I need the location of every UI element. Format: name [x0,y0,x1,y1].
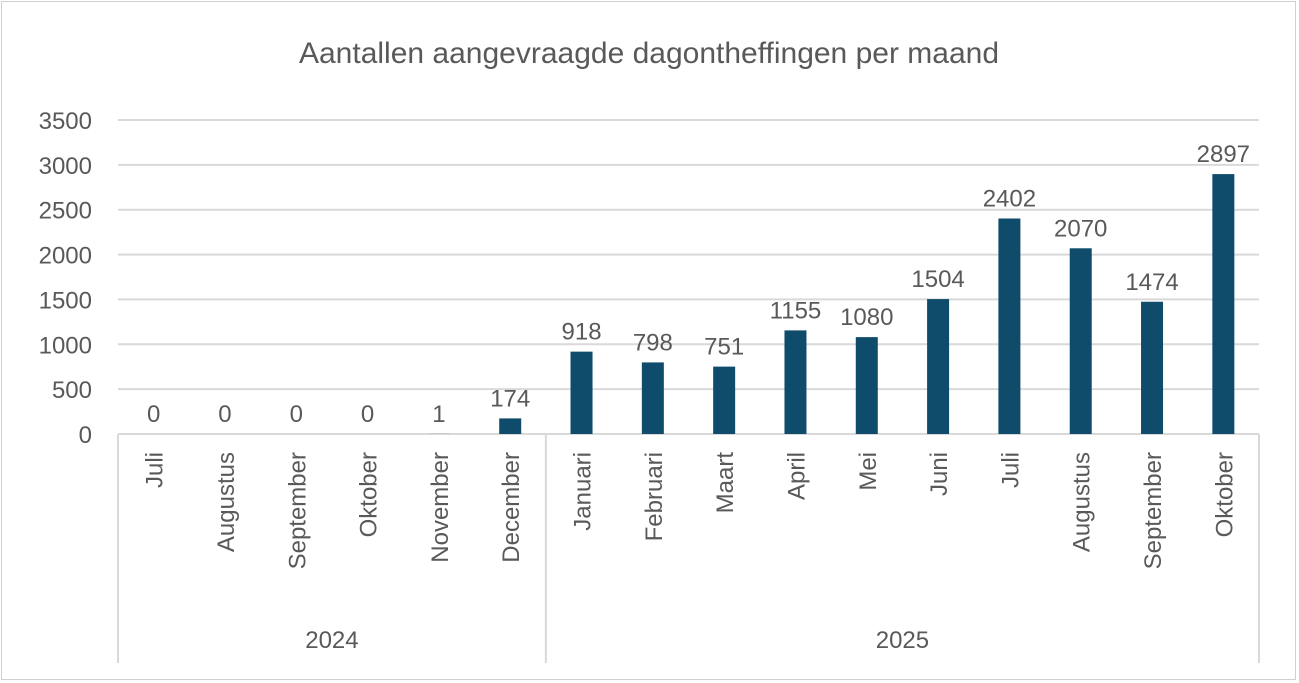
data-label: 1504 [911,266,964,293]
bar [570,351,593,434]
x-tick-label: Februari [641,452,668,541]
y-tick-label: 500 [52,377,92,404]
y-tick-label: 3000 [39,153,92,180]
data-label: 1155 [770,297,822,324]
x-tick-label: Januari [570,452,597,531]
data-label: 751 [704,334,744,361]
data-label: 0 [218,401,231,428]
x-tick-label: Oktober [1211,452,1238,537]
group-label: 2024 [305,627,358,654]
x-tick-label: November [427,452,454,563]
data-label: 0 [147,401,160,428]
x-tick-label: Oktober [356,452,383,537]
bar [713,366,736,434]
bar [1212,174,1235,434]
data-label: 1 [432,401,445,428]
y-tick-label: 2500 [39,198,92,225]
y-tick-label: 1500 [39,287,92,314]
bar [784,330,807,434]
data-label: 174 [490,385,530,412]
x-tick-label: Augustus [213,452,240,552]
bar [641,362,664,434]
x-tick-label: Juli [997,452,1024,488]
y-tick-label: 0 [79,422,92,449]
x-tick-label: April [783,452,810,500]
x-tick-label: September [284,452,311,569]
bar [927,299,950,434]
bar [1141,301,1164,434]
data-label: 1080 [840,304,893,331]
data-label: 2070 [1054,215,1107,242]
x-tick-label: Augustus [1069,452,1096,552]
bar [1069,248,1092,434]
data-label: 0 [290,401,303,428]
y-tick-label: 3500 [39,108,92,135]
data-label: 0 [361,401,374,428]
chart-title: Aantallen aangevraagde dagontheffingen p… [299,37,999,70]
data-label: 798 [633,329,673,356]
data-label: 2897 [1197,141,1250,168]
x-tick-label: September [1140,452,1167,569]
y-tick-label: 2000 [39,243,92,270]
x-tick-label: Juni [926,452,953,496]
x-tick-label: Maart [712,452,739,514]
x-tick-label: Juli [142,452,169,488]
data-label: 2402 [983,186,1036,213]
data-label: 1474 [1125,269,1178,296]
x-tick-label: Mei [855,452,882,491]
data-label: 918 [562,319,602,346]
bar [998,218,1021,434]
x-tick-label: December [498,452,525,563]
group-label: 2025 [876,627,929,654]
bar [499,418,522,434]
bar [855,337,878,434]
y-tick-label: 1000 [39,332,92,359]
